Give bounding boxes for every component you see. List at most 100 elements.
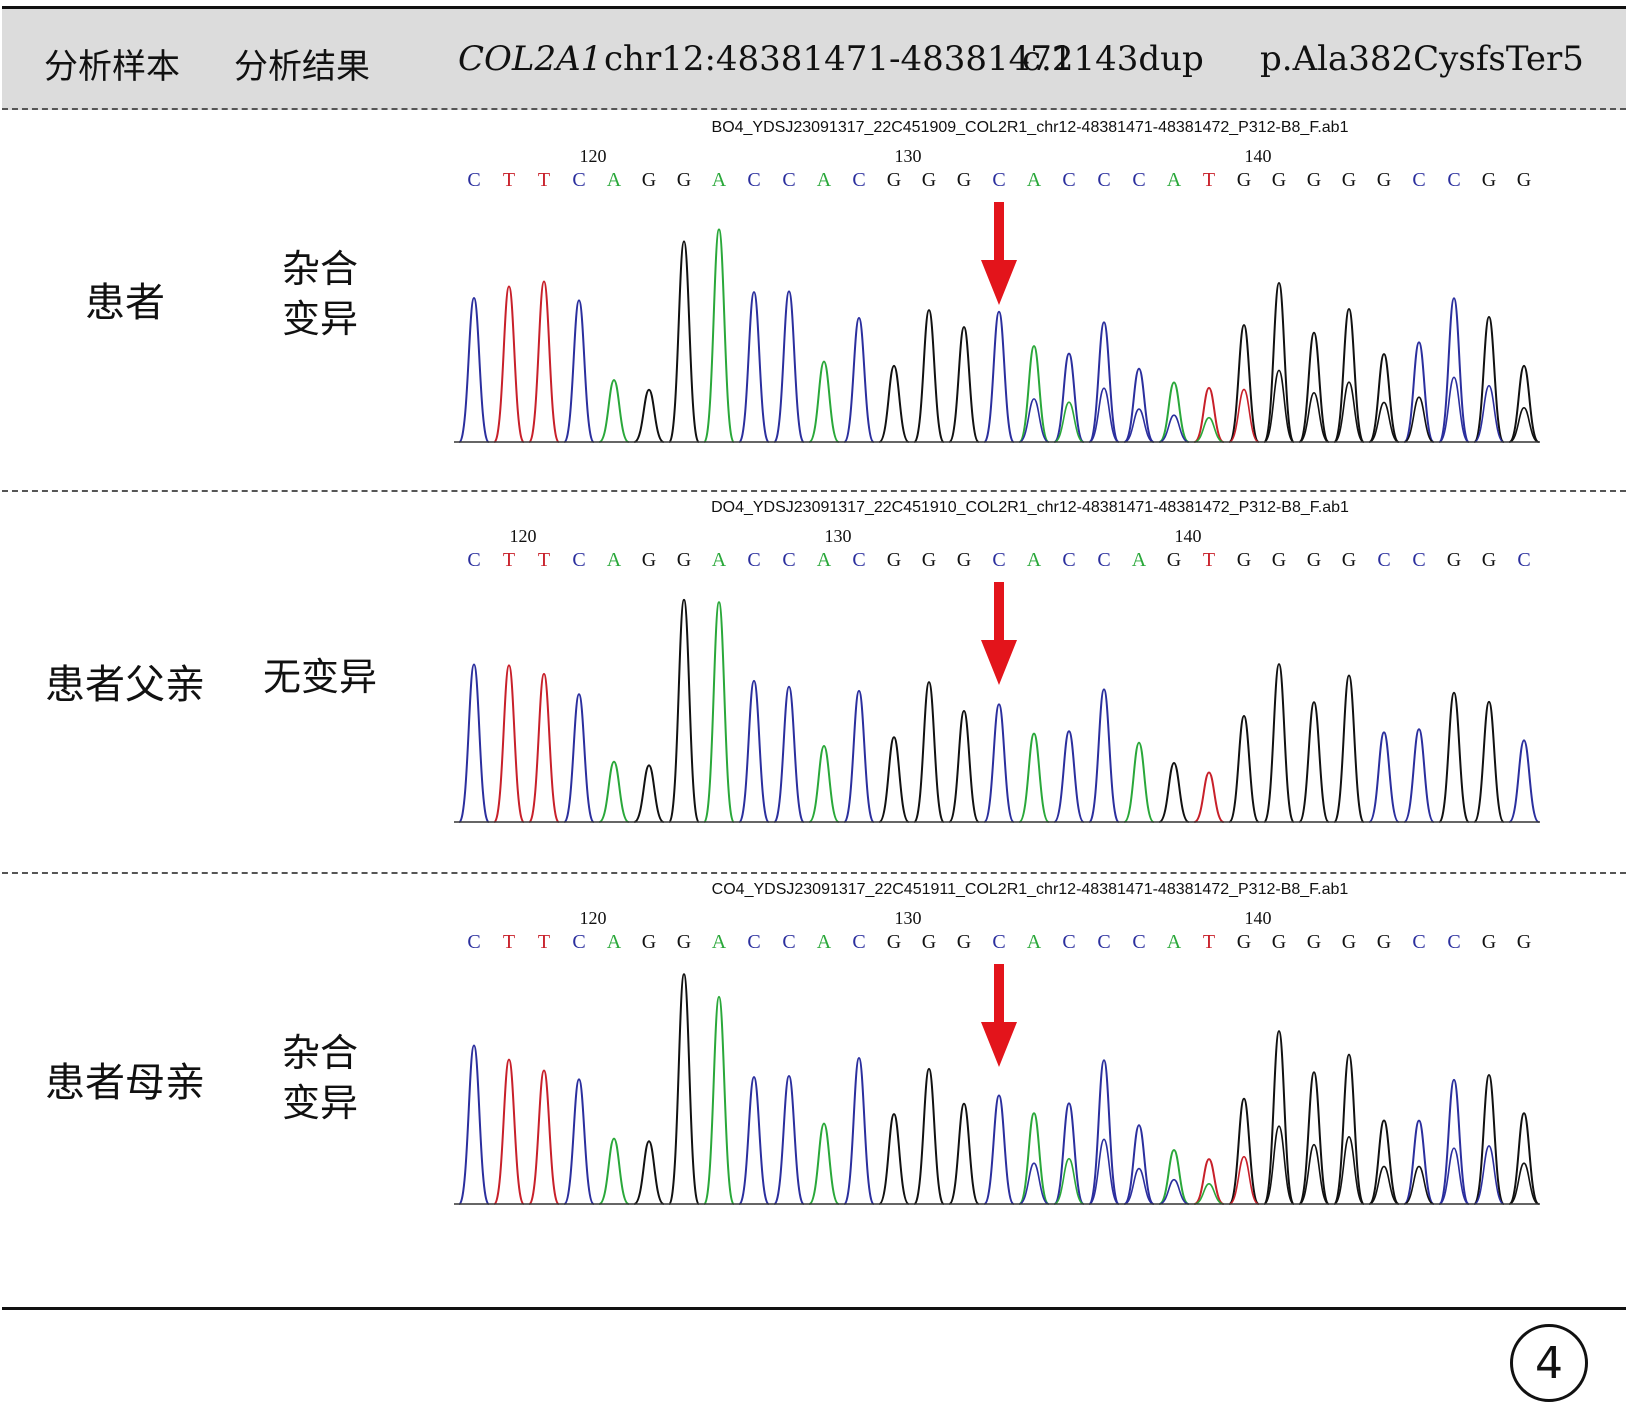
trace-peak [913,681,945,823]
base-call: A [607,931,622,953]
trace-peak [773,685,805,823]
base-call: C [1132,169,1145,191]
base-call: G [1517,931,1531,953]
trace-peak [703,228,735,443]
base-call: C [1412,931,1425,953]
base-call: G [1377,169,1391,191]
trace-peak [1368,731,1400,823]
trace-peak [1403,1119,1435,1205]
base-call: A [712,931,727,953]
trace-peak [1298,701,1330,823]
trace-peak [563,693,595,823]
trace-filename: DO4_YDSJ23091317_22C451910_COL2R1_chr12-… [711,499,1349,516]
position-tick-label: 130 [895,908,922,928]
result-line: 杂合 [281,247,358,291]
sample-label-mother: 患者母亲 [45,1060,205,1106]
trace-peak [983,310,1015,443]
trace-peak [808,744,840,823]
base-call: G [887,931,901,953]
trace-peak [948,710,980,823]
position-tick-label: 140 [1245,908,1272,928]
trace-peak [1298,1071,1330,1205]
trace-peak [1228,1097,1260,1205]
locus: chr12:48381471-48381472 [604,39,1074,79]
trace-peak [1508,1112,1540,1205]
trace-peak [738,679,770,823]
base-call: G [1377,931,1391,953]
base-call: C [747,169,760,191]
base-call: G [1272,931,1286,953]
base-call: G [677,549,691,571]
position-tick-label: 120 [580,146,607,166]
base-call: G [1482,169,1496,191]
variant-arrow-head [981,640,1017,685]
secondary-peak [1228,388,1260,443]
trace-peak [668,240,700,443]
result-line: 杂合 [281,1031,358,1075]
base-call: A [817,169,832,191]
trace-peak [1053,730,1085,823]
sample-label-father: 患者父亲 [45,662,205,708]
trace-peak [1193,771,1225,823]
base-call: A [712,169,727,191]
secondary-peak [1159,1178,1189,1205]
protein-change: p.Ala382CysfsTer5 [1260,39,1584,79]
trace-peak [1123,1124,1155,1205]
trace-peak [1158,1149,1190,1205]
secondary-peak [1333,1135,1365,1205]
trace-filename: BO4_YDSJ23091317_22C451909_COL2R1_chr12-… [712,119,1349,136]
trace-peak [808,360,840,443]
secondary-peak [1438,1147,1470,1205]
trace-peak [598,379,630,443]
secondary-peak [1368,1165,1400,1205]
base-call: T [503,549,515,571]
secondary-peak [1159,414,1189,443]
trace-peak [1158,381,1190,443]
base-call: A [1027,931,1042,953]
trace-peak [1473,315,1505,443]
trace-peak [1438,691,1470,823]
position-tick-label: 120 [580,908,607,928]
trace-peak [1508,364,1540,443]
trace-peak [1438,297,1470,443]
base-call: G [1272,169,1286,191]
trace-peak [948,1102,980,1205]
secondary-peak [1088,387,1120,443]
base-call: G [1517,169,1531,191]
base-call: G [1342,169,1356,191]
col-sample-header: 分析样本 [44,47,180,87]
panel-number: 4 [1510,1324,1588,1402]
base-call: G [957,931,971,953]
base-call: A [607,549,622,571]
secondary-peak [1194,416,1224,443]
secondary-peak [1228,1155,1260,1205]
position-tick-label: 120 [510,526,537,546]
secondary-peak [1403,396,1435,443]
trace-peak [1438,1078,1470,1205]
variant-arrow-head [981,1022,1017,1067]
base-call: C [572,931,585,953]
base-call: G [1307,169,1321,191]
base-call: G [1237,931,1251,953]
trace-peak [1088,321,1120,443]
trace-peak [1508,739,1540,823]
base-call: G [922,169,936,191]
trace-peak [808,1122,840,1205]
base-call: T [503,931,515,953]
base-call: C [1447,169,1460,191]
base-call: A [712,549,727,571]
trace-peak [703,995,735,1205]
trace-peak [1473,700,1505,823]
trace-peak [1228,324,1260,443]
cdna-change: c.1143dup [1022,39,1204,79]
result-mother: 杂合 变异 [250,1028,390,1128]
base-call: A [817,549,832,571]
trace-peak [1403,341,1435,443]
trace-filename: CO4_YDSJ23091317_22C451911_COL2R1_chr12-… [712,881,1349,898]
base-call: C [1062,169,1075,191]
secondary-peak [1508,1162,1540,1205]
trace-peak [563,1078,595,1205]
base-call: G [1272,549,1286,571]
trace-peak [458,663,490,823]
base-call: C [572,549,585,571]
